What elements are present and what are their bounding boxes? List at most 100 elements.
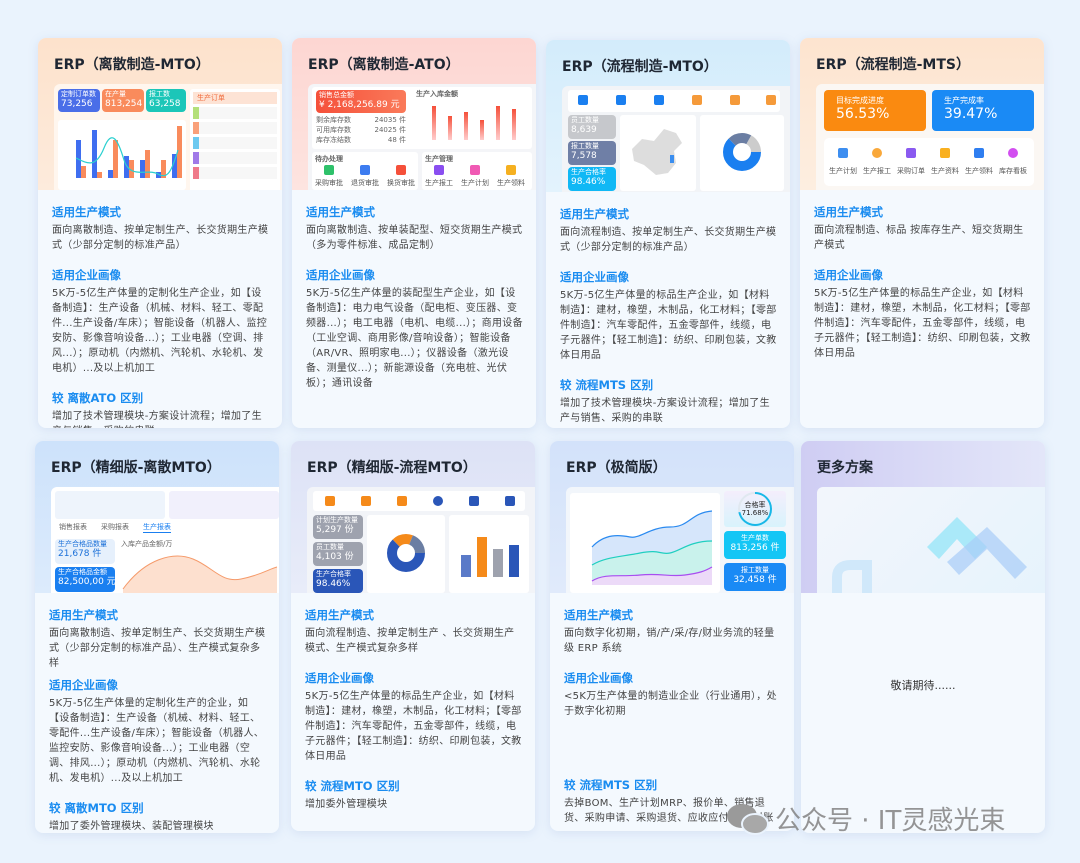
card-title: ERP（离散制造-MTO） xyxy=(54,57,210,73)
folder-icon[interactable] xyxy=(940,148,950,158)
tab-purchase-report[interactable]: 采购报表 xyxy=(101,523,129,531)
card-title: ERP（极简版） xyxy=(566,460,667,476)
section-text: 5K万-5亿生产体量的装配型生产企业，如【设备制造】：电力电气设备（配电柜、变压… xyxy=(306,288,523,389)
card-title: 更多方案 xyxy=(817,460,873,476)
kpi-card: 报工数量 32,458 件 xyxy=(724,563,786,591)
chart-title: 生产入库金额 xyxy=(416,90,458,98)
card-title: ERP（离散制造-ATO） xyxy=(308,57,460,73)
watermark: 公众号 · IT灵感光束 xyxy=(725,800,1005,837)
kpi-card: 生产合格品数量 21,678 件 xyxy=(55,539,115,564)
plan-icon[interactable] xyxy=(838,148,848,158)
section-heading: 适用企业画像 xyxy=(560,270,629,284)
section-heading: 适用生产模式 xyxy=(49,608,118,622)
production-panel: 生产管理 生产报工 生产计划 生产领料 xyxy=(422,152,532,190)
section-text: 5K万-5亿生产体量的标品生产企业，如【材料制造】：建材，橡塑，木制品，化工材料… xyxy=(305,691,522,762)
shortcut-bar xyxy=(568,90,780,112)
section-heading: 适用企业画像 xyxy=(564,671,633,685)
section-heading: 适用生产模式 xyxy=(52,205,121,219)
kpi-card: 生产合格率 98.46% xyxy=(568,167,616,191)
stock-list: 剩余库存数 24035 件 可用库存数 24025 件 库存冻结数 48 件 xyxy=(316,116,406,144)
section-text: 面向数字化初期，销/产/采/存/财业务流的轻量级 ERP 系统 xyxy=(564,628,775,654)
list-item xyxy=(193,107,277,119)
bar-line-chart xyxy=(58,120,186,190)
tab-sales-report[interactable]: 销售报表 xyxy=(59,523,87,531)
section-heading: 适用生产模式 xyxy=(306,205,375,219)
list-item xyxy=(193,137,277,149)
section-heading: 适用生产模式 xyxy=(564,608,633,622)
section-text: 去掉BOM、生产计划MRP、报价单、销售退货、采购申请、采购退货、应收应付明细/… xyxy=(564,798,774,824)
dashboard-preview: 销售总金额 ¥ 2,168,256.89 元 剩余库存数 24035 件 可用库存数… xyxy=(308,84,536,190)
dashboard-preview: 销售报表 采购报表 生产报表 生产合格品数量 21,678 件 生产合格品金额 82… xyxy=(51,487,279,593)
donut-chart xyxy=(700,115,784,191)
kpi-card: 员工数量 4,103 份 xyxy=(313,542,363,566)
section-heading: 适用生产模式 xyxy=(305,608,374,622)
bar-chart xyxy=(449,515,529,593)
stacked-area-chart xyxy=(570,493,720,593)
kpi-target-progress: 目标完成进度 56.53% xyxy=(824,90,926,131)
kpi-card: 在产量 813,254 xyxy=(102,89,144,112)
chart-icon[interactable] xyxy=(1008,148,1018,158)
section-text: 5K万-5亿生产体量的定制化生产企业，如【设备制造】：生产设备（机械、材料、轻工… xyxy=(52,288,268,374)
kpi-card: 计划生产数量 5,297 份 xyxy=(313,515,363,539)
section-text: 5K万-5亿生产体量的标品生产企业，如【材料制造】：建材，橡塑，木制品，化工材料… xyxy=(814,288,1031,359)
shortcut-panel: 生产计划 生产报工 采购订单 生产资料 生产领料 库存看板 xyxy=(824,138,1034,186)
section-text: 面向离散制造、按单定制生产、长交货期生产模式（少部分定制的标准产品）、生产模式复… xyxy=(49,628,266,669)
list-item xyxy=(193,167,277,179)
card-process-mto[interactable]: ERP（流程制造-MTO） 员工数量 8,639 报工数量 7,578 生产合格率 9… xyxy=(546,40,790,428)
todo-panel: 待办处理 采购审批 退货审批 换货审批 xyxy=(312,152,418,190)
section-heading: 适用生产模式 xyxy=(560,207,629,221)
section-text: 面向流程制造、按单定制生产 、长交货期生产模式、生产模式复杂多样 xyxy=(305,628,515,654)
section-heading: 适用企业画像 xyxy=(306,268,375,282)
pass-rate-gauge: 合格率 71.68% xyxy=(724,491,786,527)
chart-title: 入库产品金额/万 xyxy=(121,540,173,548)
kpi-card: 生产合格率 98.46% xyxy=(313,569,363,593)
bar-chart xyxy=(432,106,516,140)
order-list: 生产订单 xyxy=(190,89,280,190)
kpi-completion-rate: 生产完成率 39.47% xyxy=(932,90,1034,131)
section-text: 面向流程制造、标品 按库存生产、短交货期生产模式 xyxy=(814,225,1024,251)
list-item xyxy=(193,122,277,134)
card-discrete-mto[interactable]: ERP（离散制造-MTO） 定制订单数 73,256 在产量 813,254 报工数… xyxy=(38,38,282,428)
section-text: 增加了技术管理模块-方案设计流程；增加了生产与销售、采购的串联 xyxy=(52,411,262,428)
section-text: 面向离散制造、按单装配型、短交货期生产模式（多为零件标准、成品定制） xyxy=(306,225,523,251)
section-text: 增加了技术管理模块-方案设计流程；增加了生产与销售、采购的串联 xyxy=(560,398,770,424)
section-text: 增加委外管理模块 xyxy=(305,799,388,810)
section-text: 面向流程制造、按单定制生产、长交货期生产模式（少部分定制的标准产品） xyxy=(560,227,777,253)
area-chart xyxy=(122,555,278,593)
section-text: 5K万-5亿生产体量的定制化生产的企业，如【设备制造】：生产设备（机械、材料、轻… xyxy=(49,698,265,784)
card-fine-process-mto[interactable]: ERP（精细版-流程MTO） 计划生产数量 5,297 份 员工数量 4,103 份… xyxy=(291,441,535,831)
shortcut-bar xyxy=(313,491,525,511)
section-text: 增加了委外管理模块、装配管理模块 xyxy=(49,821,214,832)
dashboard-preview: 目标完成进度 56.53% 生产完成率 39.47% 生产计划 生产报工 采购订单 生产资… xyxy=(816,84,1044,190)
card-title: ERP（流程制造-MTS） xyxy=(816,57,970,73)
section-heading: 适用企业画像 xyxy=(52,268,121,282)
card-more-solutions[interactable]: 更多方案 敬请期待...... xyxy=(801,441,1045,833)
list-item xyxy=(193,152,277,164)
card-process-mts[interactable]: ERP（流程制造-MTS） 目标完成进度 56.53% 生产完成率 39.47% 生… xyxy=(800,38,1044,428)
section-heading: 适用企业画像 xyxy=(814,268,883,282)
donut-chart xyxy=(367,515,445,593)
tab-production-report[interactable]: 生产报表 xyxy=(143,523,171,533)
section-heading: 较 流程MTO 区别 xyxy=(305,779,400,793)
cart-icon[interactable] xyxy=(906,148,916,158)
kpi-card: 生产单数 813,256 件 xyxy=(724,531,786,559)
card-simple[interactable]: ERP（极简版） 合格率 71.68% 生产单数 813,256 件 报工数量 32,… xyxy=(550,441,794,831)
china-map xyxy=(620,115,696,191)
document-icon[interactable] xyxy=(974,148,984,158)
card-title: ERP（流程制造-MTO） xyxy=(562,59,718,75)
kpi-card: 生产合格品金额 82,500,00 元 xyxy=(55,567,116,592)
kpi-card: 报工数量 7,578 xyxy=(568,141,616,165)
report-tabs: 销售报表 采购报表 生产报表 xyxy=(59,522,171,533)
sales-total-card: 销售总金额 ¥ 2,168,256.89 元 xyxy=(316,90,406,113)
report-icon[interactable] xyxy=(872,148,882,158)
dashboard-preview: 定制订单数 73,256 在产量 813,254 报工数 63,258 生产订单 xyxy=(54,84,282,190)
card-fine-discrete-mto[interactable]: ERP（精细版-离散MTO） 销售报表 采购报表 生产报表 生产合格品数量 21,… xyxy=(35,441,279,833)
section-heading: 适用企业画像 xyxy=(49,678,118,692)
section-text: <5K万生产体量的制造业企业（行业通用），处于数字化初期 xyxy=(564,691,777,717)
dashboard-preview: 计划生产数量 5,297 份 员工数量 4,103 份 生产合格率 98.46% xyxy=(307,487,535,593)
section-heading: 较 流程MTS 区别 xyxy=(560,378,654,392)
section-text: 面向离散制造、按单定制生产、长交货期生产模式（少部分定制的标准产品） xyxy=(52,225,269,251)
kpi-card: 定制订单数 73,256 xyxy=(58,89,100,112)
card-discrete-ato[interactable]: ERP（离散制造-ATO） 销售总金额 ¥ 2,168,256.89 元 剩余库存… xyxy=(292,38,536,428)
section-heading: 适用生产模式 xyxy=(814,205,883,219)
